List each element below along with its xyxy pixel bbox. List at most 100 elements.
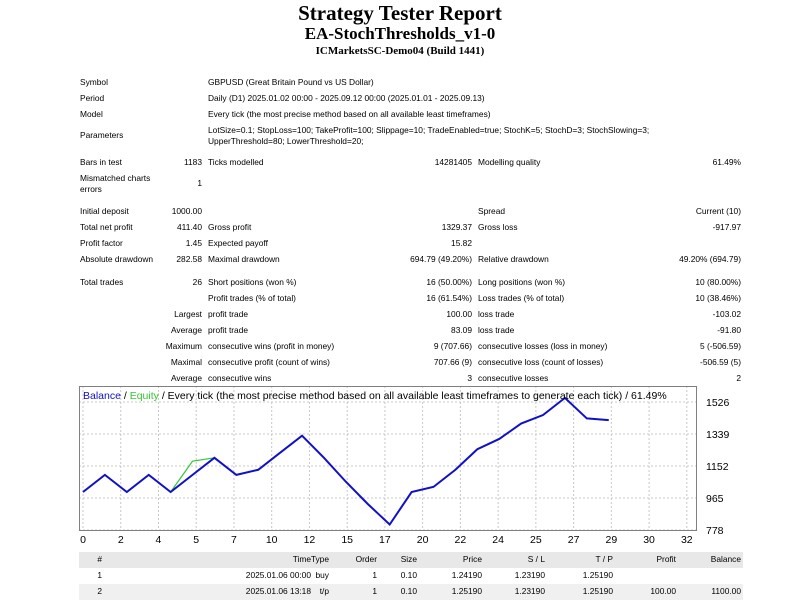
col-header-order: Order [355,554,377,564]
legend-description: / Every tick (the most precise method ba… [159,390,667,402]
long-positions-value: 10 (80.00%) [695,277,741,287]
balance-chart: 0 2 4 5 7 10 12 15 17 20 22 24 25 27 29 30 32 1526 1339 11… [79,386,743,546]
chart-y-ticks: 1526 1339 1152 965 778 [706,397,730,537]
y-tick-label: 778 [706,525,724,537]
col-header-tp: T / P [595,554,613,564]
loss-trades-label: Loss trades (% of total) [478,293,565,303]
server-build: ICMarketsSC-Demo04 (Build 1441) [315,45,485,57]
largest-label: Largest [174,309,202,319]
period-value: Daily (D1) 2025.01.02 00:00 - 2025.09.12… [208,93,485,103]
model-label: Model [80,109,103,119]
cell-sl: 1.23190 [514,570,545,580]
profit-trades-label: Profit trades (% of total) [208,293,296,303]
balance-chart-svg: 0 2 4 5 7 10 12 15 17 20 22 24 25 27 29 30 32 1526133911… [79,386,743,546]
ticks-value: 14281405 [434,157,472,167]
net-profit-value: 411.40 [177,222,202,232]
consecutive-losses-label: consecutive losses [478,373,549,383]
cell-size: 0.10 [400,570,417,580]
short-positions-value: 16 (50.00%) [426,277,472,287]
x-tick-label: 22 [455,534,467,546]
gross-loss-label: Gross loss [478,222,518,232]
consecutive-wins-money-label: consecutive wins (profit in money) [208,341,335,351]
loss-trades-value: 10 (38.46%) [695,293,741,303]
col-header-size: Size [400,554,417,564]
cell-sl: 1.23190 [514,586,545,596]
y-tick-label: 1339 [706,429,730,441]
spread-value: Current (10) [695,206,741,216]
consecutive-loss-count-label: consecutive loss (count of losses) [478,357,604,367]
mismatch-value: 1 [197,178,202,188]
maximal-drawdown-label: Maximal drawdown [208,254,280,264]
x-tick-label: 5 [193,534,199,546]
period-label: Period [80,93,105,103]
symbol-value: GBPUSD (Great Britain Pound vs US Dollar… [208,77,374,87]
modelling-quality-label: Modelling quality [478,157,541,167]
profit-factor-label: Profit factor [80,238,123,248]
y-tick-label: 1152 [706,461,729,473]
consecutive-profit-count-value: 707.66 (9) [433,357,472,367]
x-tick-label: 10 [266,534,278,546]
col-header-price: Price [462,554,482,564]
profit-trades-value: 16 (61.54%) [426,293,472,303]
col-header-number: # [97,554,102,564]
deals-table: # Time Type Order Size Price S / L T / P… [79,552,743,600]
average-label: Average [170,325,202,335]
x-tick-label: 30 [643,534,655,546]
average-consecutive-label: Average [170,373,202,383]
spread-label: Spread [478,206,506,216]
chart-grid [79,386,696,531]
average-profit-trade-value: 83.09 [451,325,472,335]
legend-balance: Balance [83,390,121,402]
average-profit-trade-label: profit trade [208,325,249,335]
x-tick-label: 15 [341,534,353,546]
x-tick-label: 29 [605,534,617,546]
legend-equity: Equity [130,390,160,402]
maximal-drawdown-value: 694.79 (49.20%) [410,254,472,264]
cell-size: 0.10 [400,586,417,596]
col-header-time: Time [292,554,311,564]
x-tick-label: 4 [156,534,162,546]
table-row: 2 2025.01.06 13:18 t/p 1 0.10 1.25190 1.… [79,584,743,600]
absolute-drawdown-label: Absolute drawdown [80,254,154,264]
chart-x-ticks: 0 2 4 5 7 10 12 15 17 20 22 24 25 27 29 30 32 [80,534,693,546]
consecutive-profit-count-label: consecutive profit (count of wins) [208,357,330,367]
parameters-label: Parameters [80,130,124,140]
consecutive-loss-count-value: -506.59 (5) [700,357,741,367]
equity-line [170,457,215,493]
chart-lines [82,396,609,527]
parameters-line-1: LotSize=0.1; StopLoss=100; TakeProfit=10… [208,125,650,135]
plot-frame [79,386,697,531]
largest-profit-trade-value: 100.00 [446,309,472,319]
relative-drawdown-value: 49.20% (694.79) [679,254,741,264]
total-trades-label: Total trades [80,277,124,287]
consecutive-wins-label: consecutive wins [208,373,272,383]
expected-payoff-label: Expected payoff [208,238,268,248]
parameters-line-2: UpperThreshold=80; LowerThreshold=20; [208,136,364,146]
col-header-sl: S / L [527,554,545,564]
relative-drawdown-label: Relative drawdown [478,254,549,264]
cell-tp: 1.25190 [582,570,613,580]
cell-order: 1 [372,570,377,580]
long-positions-label: Long positions (won %) [478,277,566,287]
report-title: Strategy Tester Report [298,1,502,25]
ea-name: EA-StochThresholds_v1-0 [304,24,496,43]
largest-profit-trade-label: profit trade [208,309,249,319]
cell-number: 1 [97,570,102,580]
gross-profit-label: Gross profit [208,222,252,232]
x-tick-label: 32 [681,534,693,546]
table-row: 1 2025.01.06 00:00 buy 1 0.10 1.24190 1.… [79,568,743,584]
absolute-drawdown-value: 282.58 [176,254,202,264]
consecutive-wins-value: 3 [467,373,472,383]
col-header-balance: Balance [710,554,741,564]
gross-loss-value: -917.97 [712,222,741,232]
average-loss-trade-label: loss trade [478,325,515,335]
initial-deposit-label: Initial deposit [80,206,129,216]
total-trades-value: 26 [192,277,202,287]
y-tick-label: 965 [706,493,724,505]
col-header-profit: Profit [656,554,676,564]
x-tick-label: 17 [379,534,391,546]
cell-price: 1.24190 [451,570,482,580]
cell-number: 2 [97,586,102,596]
col-header-type: Type [310,554,329,564]
balance-line [82,396,609,527]
